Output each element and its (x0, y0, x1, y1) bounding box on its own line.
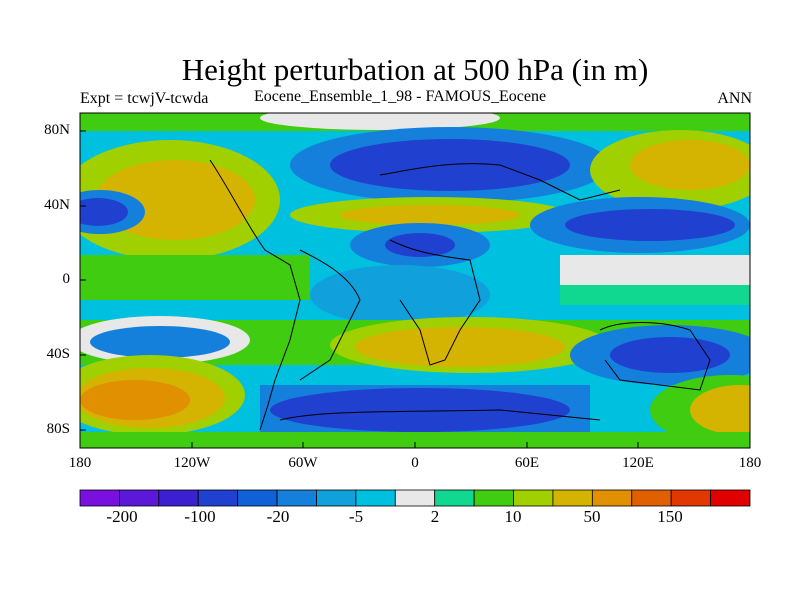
colorbar-swatch (394, 489, 436, 507)
colorbar-label: 50 (583, 507, 601, 526)
pacific-low-inner (80, 198, 128, 226)
colorbar-swatch (434, 489, 475, 507)
colorbar-swatch (552, 489, 593, 507)
lon-label-120w: 120W (173, 455, 211, 471)
colorbar-label: 2 (430, 507, 440, 526)
colorbar-swatch (316, 489, 357, 507)
colorbar-label: -200 (106, 507, 138, 526)
tropical-green-west (80, 255, 310, 300)
lat-label-40s: 40S (46, 346, 70, 362)
lon-label-60e: 60E (514, 455, 540, 471)
npacific-ridge-inner (630, 140, 750, 190)
map-title: Height perturbation at 500 hPa (in m) (181, 52, 649, 87)
experiment-label: Expt = tcwjV-tcwda (80, 90, 209, 107)
colorbar-swatch (158, 489, 199, 507)
lon-label-180e: 180 (738, 455, 762, 471)
mid-lat-ridge-inner (340, 205, 520, 225)
colorbar-swatch (79, 489, 120, 507)
colorbar-label: 10 (504, 507, 522, 526)
ensemble-label: Eocene_Ensemble_1_98 - FAMOUS_Eocene (254, 88, 547, 105)
antarctica-coast (279, 409, 601, 421)
colorbar-swatch (631, 489, 672, 507)
tropical-neutral-east (560, 255, 750, 285)
lat-label-40n: 40N (44, 197, 70, 213)
s-pacific-low (90, 326, 230, 358)
se-high-inner (690, 385, 750, 435)
colorbar-label: -100 (184, 507, 216, 526)
tropical-blue-inner (385, 233, 455, 257)
lat-label-80n: 80N (44, 122, 70, 138)
eurasia-north-coast (379, 163, 621, 201)
americas-west-coast (209, 159, 301, 431)
colorbar (79, 489, 751, 507)
eurasia-trough-inner (330, 139, 570, 191)
lat-label-80s: 80S (46, 421, 70, 437)
colorbar-swatch (119, 489, 160, 507)
colorbar-swatch (237, 489, 278, 507)
map-ticks (79, 130, 751, 448)
lon-label-120e: 120E (622, 455, 654, 471)
s-indian-low-inner (610, 337, 730, 373)
sp-high-inner (80, 380, 190, 420)
tropical-teal-east (560, 285, 750, 305)
colorbar-swatch (197, 489, 239, 507)
lon-label-60w: 60W (288, 455, 318, 471)
colorbar-swatch (276, 489, 317, 507)
tropical-light-blue (310, 265, 490, 325)
australia-outline (599, 322, 711, 391)
north-pole-neutral (260, 113, 500, 130)
colorbar-swatch (473, 489, 514, 507)
contour-field (80, 113, 750, 448)
east-asia-trough-inner (565, 209, 735, 241)
south-pole-band (80, 432, 750, 448)
colorbar-label: -20 (266, 507, 290, 526)
south-america-east-coast (299, 249, 361, 381)
southern-trough-inner (270, 388, 570, 432)
colorbar-swatch (513, 489, 554, 507)
africa-outline (389, 239, 481, 366)
colorbar-swatch (710, 489, 751, 507)
colorbar-label: -5 (348, 507, 364, 526)
lon-label-180w: 180 (68, 455, 92, 471)
season-label: ANN (717, 90, 752, 107)
lat-label-0: 0 (62, 271, 71, 287)
colorbar-swatch (670, 489, 711, 507)
coastlines (209, 159, 711, 431)
colorbar-swatch (355, 489, 396, 507)
lon-label-0: 0 (411, 455, 419, 471)
s-atlantic-ridge-inner (355, 327, 565, 367)
colorbar-label: 150 (657, 507, 683, 526)
colorbar-swatch (591, 489, 633, 507)
